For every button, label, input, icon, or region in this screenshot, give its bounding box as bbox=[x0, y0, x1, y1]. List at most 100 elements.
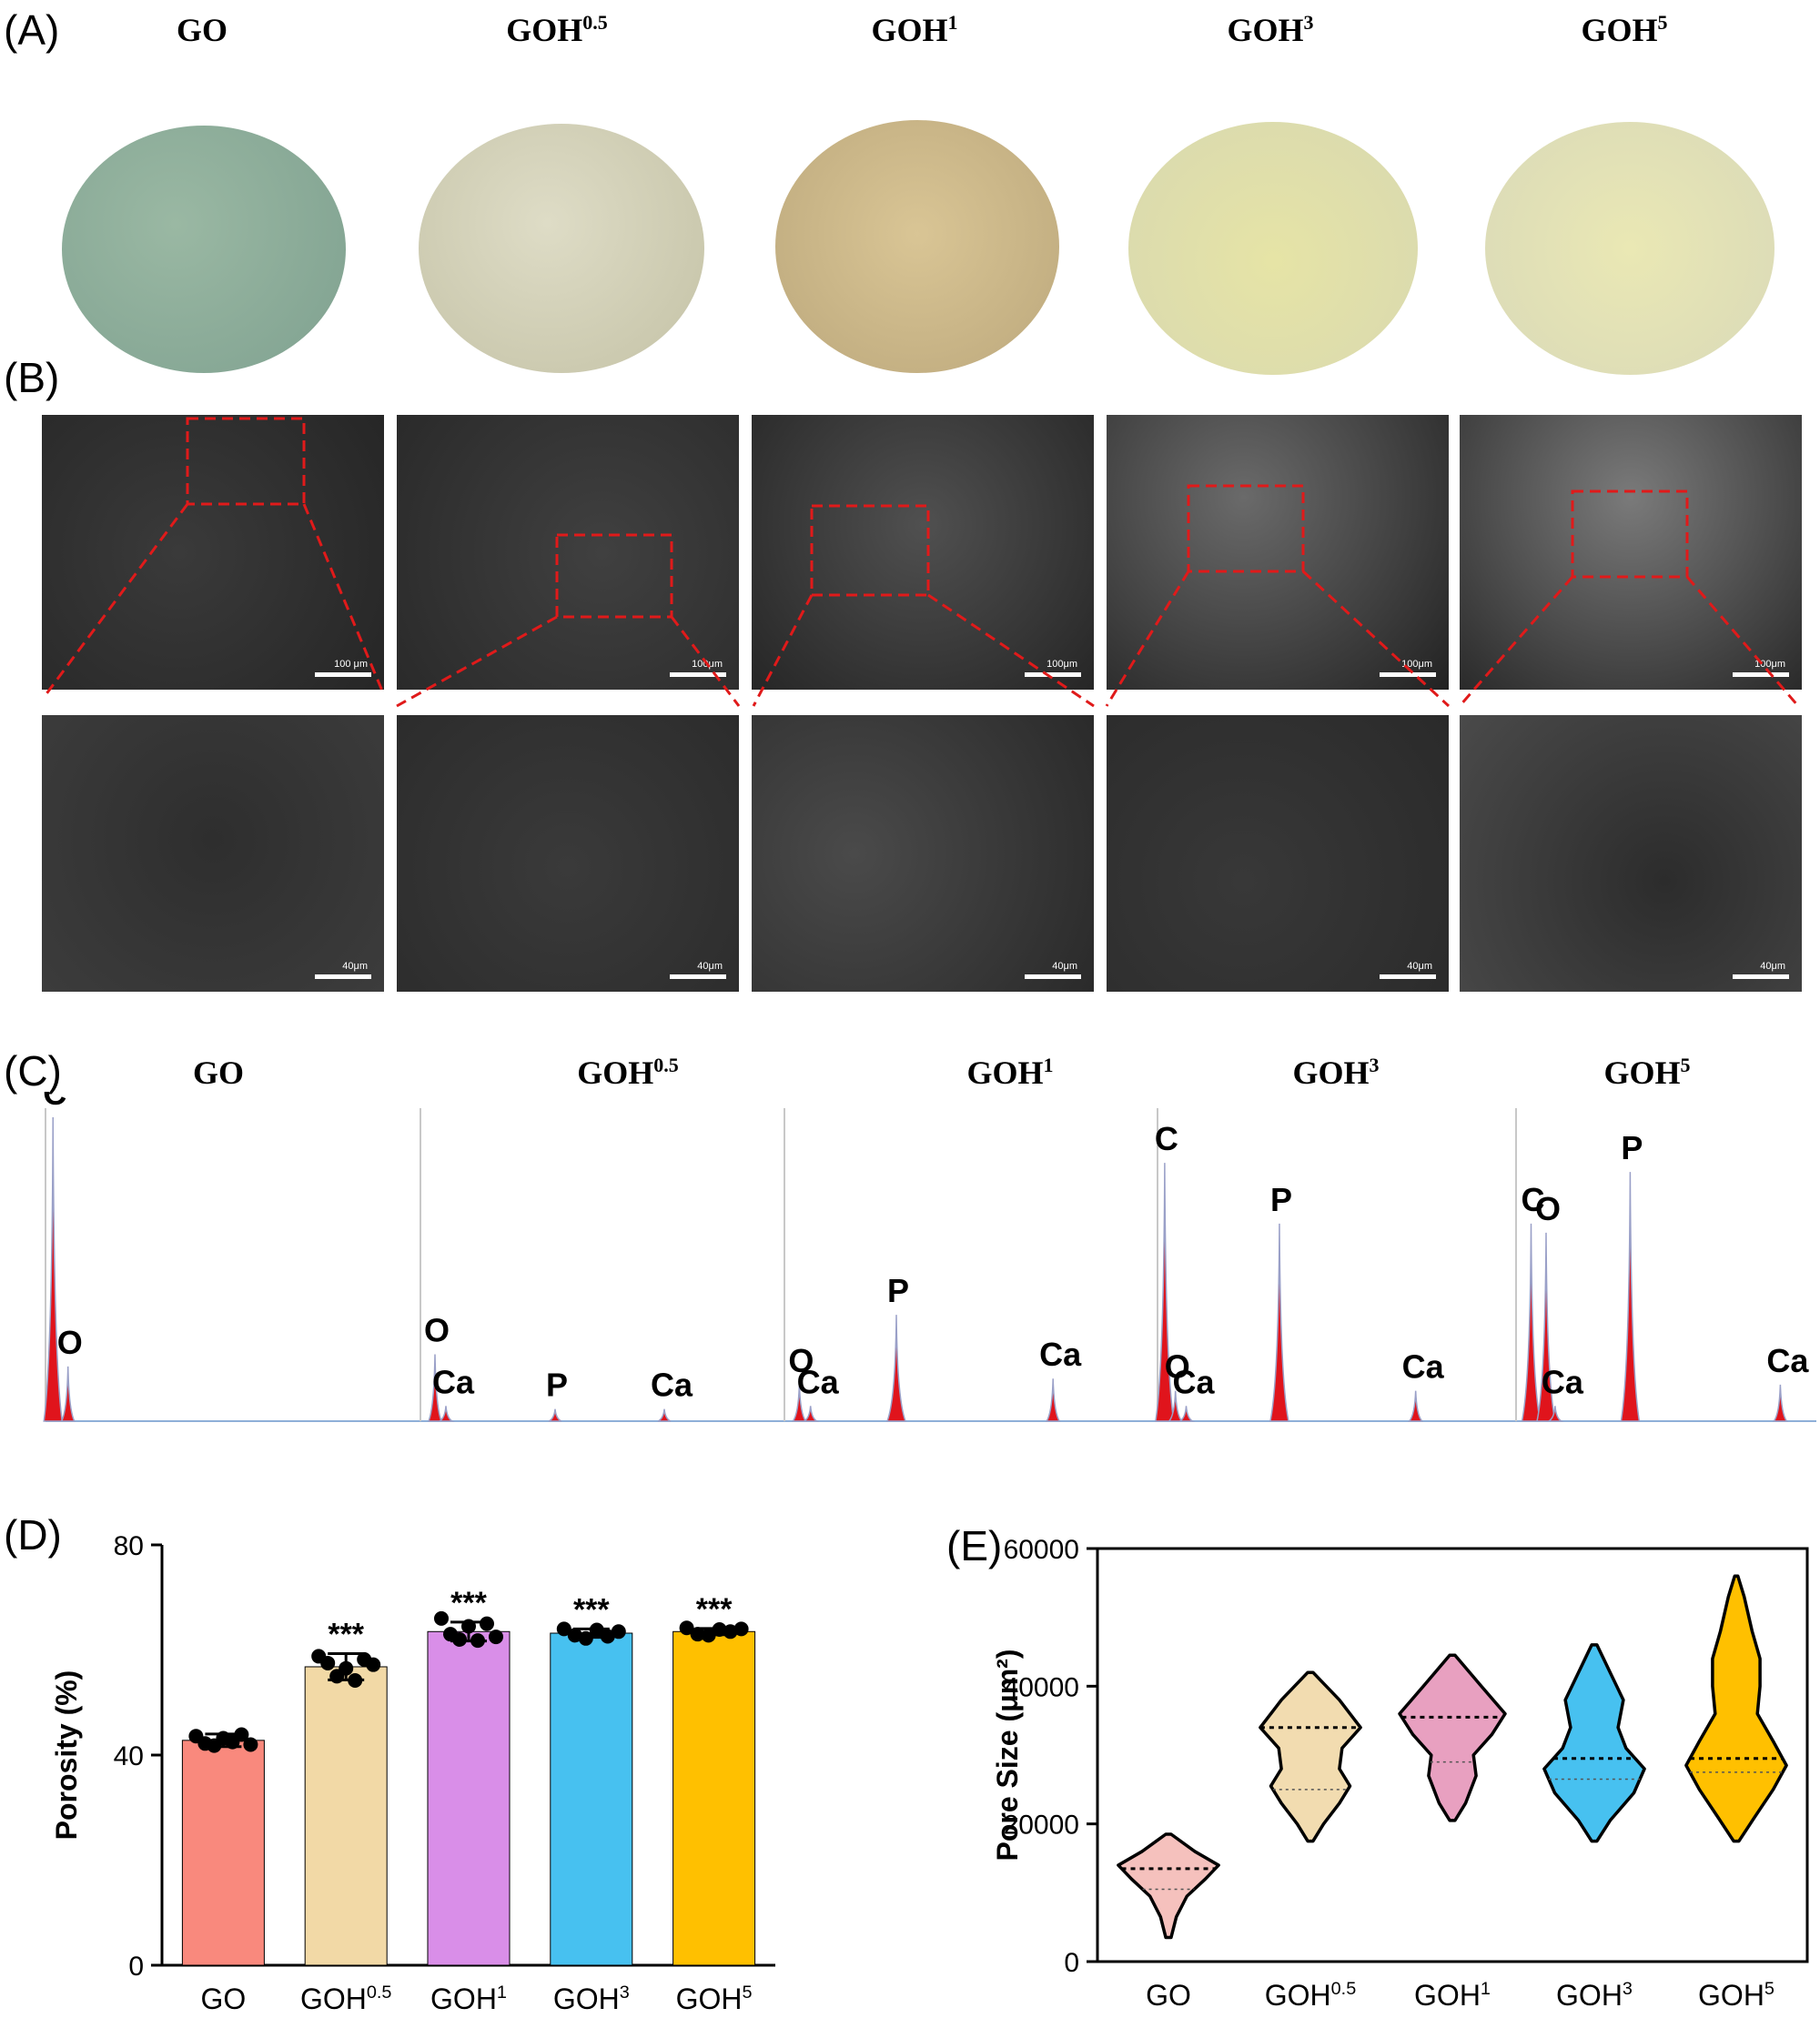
scale-bar bbox=[1733, 974, 1789, 979]
scaffold-photo-goh1 bbox=[775, 120, 1059, 373]
spectrum-peak bbox=[60, 1366, 76, 1422]
scalebar-label: 40μm bbox=[1407, 961, 1432, 972]
spectrum-peak bbox=[43, 1116, 64, 1422]
data-point bbox=[589, 1622, 604, 1638]
y-tick-label: 80 bbox=[114, 1531, 144, 1561]
zoom-box-goh05 bbox=[555, 533, 673, 619]
spectrum-peak bbox=[1269, 1223, 1289, 1422]
y-axis-label: Pore Size (μm²) bbox=[991, 1650, 1024, 1862]
violin bbox=[1542, 1643, 1646, 1843]
scalebar-label: 40μm bbox=[697, 961, 723, 972]
scale-bar bbox=[1025, 974, 1081, 979]
data-point bbox=[339, 1660, 354, 1676]
zoom-line bbox=[396, 615, 558, 708]
data-point bbox=[611, 1624, 626, 1640]
y-tick-label: 60000 bbox=[1004, 1535, 1079, 1565]
violin bbox=[1117, 1832, 1220, 1940]
zoom-line bbox=[44, 503, 189, 696]
zoom-box-goh5 bbox=[1571, 489, 1689, 579]
scale-bar bbox=[315, 974, 371, 979]
zoom-line bbox=[670, 616, 741, 707]
peak-label: C bbox=[43, 1092, 66, 1112]
sem-image-go-low: 100 μm bbox=[42, 415, 384, 690]
photo-title-go: GO bbox=[176, 12, 228, 48]
zoom-indicators bbox=[44, 417, 1800, 708]
peak-label: Ca bbox=[1402, 1348, 1445, 1386]
data-point bbox=[556, 1621, 571, 1637]
scaffold-photo-go bbox=[62, 126, 346, 373]
violin bbox=[1684, 1574, 1788, 1843]
edx-title-goh5: GOH5 bbox=[1603, 1054, 1691, 1091]
data-point bbox=[723, 1624, 738, 1640]
scale-bar bbox=[1733, 672, 1789, 677]
peak-label: Ca bbox=[1766, 1342, 1809, 1379]
peak-label: O bbox=[788, 1342, 814, 1379]
scaffold-photo-goh05 bbox=[419, 124, 704, 373]
scalebar-label: 100μm bbox=[1046, 659, 1077, 670]
spectrum-peak bbox=[1168, 1390, 1184, 1422]
data-point bbox=[320, 1655, 336, 1670]
tick-label-sup: 3 bbox=[1623, 1979, 1633, 1999]
scale-bar bbox=[315, 672, 371, 677]
significance-mark: *** bbox=[328, 1618, 364, 1652]
zoom-line bbox=[1301, 570, 1451, 708]
zoom-box-goh3 bbox=[1187, 484, 1305, 573]
edx-title-goh1: GOH1 bbox=[966, 1054, 1054, 1091]
tick-label-base: GOH bbox=[553, 1983, 620, 2015]
panel-label-b: (B) bbox=[4, 354, 60, 401]
spectrum-peak bbox=[1536, 1232, 1556, 1422]
sem-image-goh3-high: 40μm bbox=[1107, 715, 1449, 992]
spectrum-peak bbox=[437, 1406, 455, 1422]
data-point bbox=[461, 1619, 476, 1634]
peak-label: O bbox=[424, 1312, 450, 1349]
edx-title-go: GO bbox=[192, 1054, 245, 1091]
peak-label: P bbox=[887, 1272, 909, 1309]
peak-label: O bbox=[1535, 1190, 1561, 1227]
peak-label: P bbox=[1270, 1181, 1292, 1218]
violin bbox=[1398, 1653, 1507, 1822]
tick-label-sup: 3 bbox=[620, 1983, 630, 2003]
tick-label-base: GOH bbox=[300, 1983, 367, 2015]
panel-label-e: (E) bbox=[946, 1522, 1003, 1569]
data-point bbox=[434, 1610, 449, 1626]
panel-label-a: (A) bbox=[4, 6, 60, 54]
spectrum-peak bbox=[1620, 1172, 1641, 1422]
bar bbox=[550, 1632, 633, 1966]
peak-label: Ca bbox=[651, 1367, 693, 1404]
spectrum-peak bbox=[791, 1384, 807, 1422]
tick-label: GO bbox=[201, 1983, 247, 2015]
significance-mark: *** bbox=[573, 1592, 610, 1627]
panel-label-c: (C) bbox=[4, 1047, 62, 1095]
tick-label: GOH1 bbox=[430, 1983, 507, 2015]
data-point bbox=[470, 1633, 485, 1649]
scale-bar bbox=[670, 974, 726, 979]
peak-label: Ca bbox=[797, 1363, 840, 1400]
data-point bbox=[489, 1630, 503, 1645]
spectrum-peak bbox=[1155, 1163, 1175, 1422]
peak-label: C bbox=[1155, 1120, 1178, 1157]
data-point bbox=[600, 1629, 615, 1644]
tick-label: GO bbox=[1146, 1979, 1191, 2012]
spectrum-peak bbox=[1408, 1390, 1424, 1422]
photo-title-goh3: GOH3 bbox=[1227, 11, 1314, 48]
peak-label: Ca bbox=[1173, 1363, 1216, 1400]
significance-mark: *** bbox=[696, 1592, 733, 1627]
spectrum-peak bbox=[1772, 1384, 1788, 1422]
scalebar-label: 40μm bbox=[342, 961, 368, 972]
edx-title-goh3: GOH3 bbox=[1292, 1054, 1380, 1091]
data-point bbox=[679, 1620, 694, 1636]
tick-label-base: GOH bbox=[1698, 1979, 1764, 2012]
scalebar-label: 100μm bbox=[1401, 659, 1432, 670]
zoom-line bbox=[302, 503, 386, 696]
zoom-line bbox=[1105, 570, 1190, 707]
spectrum-peak bbox=[657, 1408, 672, 1422]
sem-image-goh1-low: 100μm bbox=[752, 415, 1094, 690]
tick-label-base: GOH bbox=[676, 1983, 743, 2015]
zoom-line bbox=[927, 593, 1095, 708]
tick-label-sup: 5 bbox=[743, 1983, 753, 2003]
sem-image-goh05-low: 100μm bbox=[397, 415, 739, 690]
tick-label-sup: 0.5 bbox=[1331, 1979, 1357, 1999]
data-point bbox=[567, 1628, 582, 1643]
y-tick-label: 0 bbox=[1064, 1948, 1079, 1978]
photo-title-goh1: GOH1 bbox=[871, 11, 958, 48]
